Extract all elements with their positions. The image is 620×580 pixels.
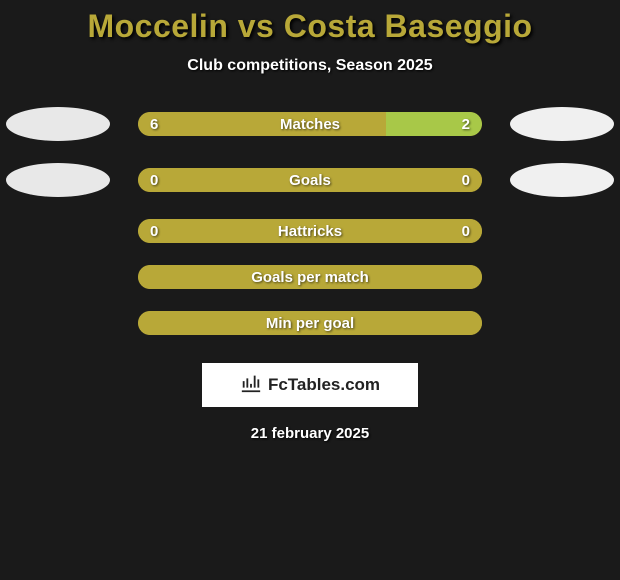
- stat-label: Goals per match: [251, 269, 369, 286]
- player1-ellipse: [6, 107, 110, 141]
- stat-row: 0 0 Goals: [6, 163, 614, 197]
- stat-bar: 6 2 Matches: [138, 112, 482, 136]
- stat-row: 6 2 Matches: [6, 107, 614, 141]
- stat-value-left: 0: [150, 223, 158, 240]
- stat-bar: 0 0 Hattricks: [138, 219, 482, 243]
- stat-value-left: 0: [150, 172, 158, 189]
- stat-bar: Goals per match: [138, 265, 482, 289]
- badge-text: FcTables.com: [268, 375, 380, 395]
- stat-value-right: 0: [462, 223, 470, 240]
- stat-row: Goals per match: [6, 265, 614, 289]
- bar-fill-left: [138, 112, 386, 136]
- player2-ellipse: [510, 163, 614, 197]
- date-label: 21 february 2025: [251, 425, 369, 442]
- stat-row: 0 0 Hattricks: [6, 219, 614, 243]
- stat-bar: 0 0 Goals: [138, 168, 482, 192]
- stat-label: Matches: [280, 116, 340, 133]
- stat-value-right: 0: [462, 172, 470, 189]
- stat-label: Goals: [289, 172, 331, 189]
- stat-value-left: 6: [150, 116, 158, 133]
- player2-ellipse: [510, 107, 614, 141]
- stat-label: Hattricks: [278, 223, 342, 240]
- player1-ellipse: [6, 163, 110, 197]
- stat-rows: 6 2 Matches 0 0 Goals 0 0 Hattricks Goals per mat…: [6, 107, 614, 357]
- stat-label: Min per goal: [266, 315, 354, 332]
- comparison-container: Moccelin vs Costa Baseggio Club competit…: [0, 0, 620, 442]
- stat-value-right: 2: [462, 116, 470, 133]
- page-title: Moccelin vs Costa Baseggio: [87, 8, 532, 45]
- stat-bar: Min per goal: [138, 311, 482, 335]
- source-badge: FcTables.com: [202, 363, 418, 407]
- page-subtitle: Club competitions, Season 2025: [187, 57, 432, 75]
- stat-row: Min per goal: [6, 311, 614, 335]
- chart-icon: [240, 372, 262, 399]
